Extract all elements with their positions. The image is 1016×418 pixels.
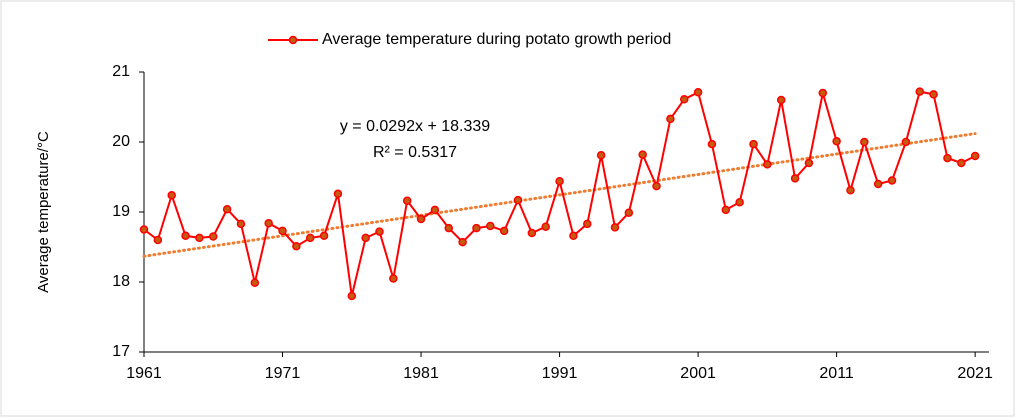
data-point <box>970 151 980 161</box>
legend-marker <box>288 35 298 45</box>
y-tick-label: 18 <box>112 273 130 290</box>
data-point <box>195 233 204 243</box>
data-point <box>264 218 273 228</box>
data-point <box>416 214 426 224</box>
data-point <box>499 226 509 236</box>
data-point <box>250 278 260 287</box>
data-point <box>790 174 800 183</box>
y-tick-label: 19 <box>112 203 130 220</box>
x-tick-label: 1961 <box>126 365 162 382</box>
data-point <box>887 176 897 185</box>
data-point <box>583 219 592 229</box>
x-tick-label: 2001 <box>680 365 716 382</box>
data-point <box>652 181 661 191</box>
data-point <box>666 114 675 124</box>
y-tick-label: 17 <box>112 343 130 360</box>
data-point <box>361 233 370 243</box>
data-point <box>776 95 786 105</box>
x-tick-label: 1971 <box>265 365 301 382</box>
data-point <box>305 233 315 243</box>
data-point <box>209 232 218 241</box>
data-point <box>929 90 938 99</box>
data-point <box>167 190 176 200</box>
data-point <box>679 95 689 104</box>
data-point <box>943 153 952 163</box>
data-point <box>278 226 287 236</box>
data-point <box>624 208 634 217</box>
data-point <box>846 186 855 195</box>
data-point <box>721 205 731 215</box>
data-point <box>347 291 357 301</box>
data-point <box>901 137 911 147</box>
data-point <box>402 196 412 206</box>
data-point <box>527 228 537 238</box>
x-tick-label: 2011 <box>819 365 854 382</box>
trendline <box>142 132 977 258</box>
y-tick-label: 21 <box>112 63 130 80</box>
data-point <box>873 179 883 189</box>
x-tick-label: 2021 <box>957 365 993 382</box>
data-point <box>832 137 841 146</box>
data-point <box>693 88 703 97</box>
data-point <box>596 151 606 160</box>
data-point <box>735 197 744 207</box>
x-tick-label: 1981 <box>403 365 439 382</box>
data-point <box>541 222 550 231</box>
data-point <box>513 195 523 205</box>
data-point <box>555 176 564 186</box>
data-point <box>319 231 329 241</box>
data-point <box>222 204 232 214</box>
data-point <box>292 242 301 251</box>
trend-equation: y = 0.0292x + 18.339 <box>340 118 490 135</box>
data-point <box>181 231 190 241</box>
data-point <box>472 223 481 233</box>
data-point <box>860 137 869 147</box>
data-point <box>153 235 163 245</box>
data-point <box>638 150 647 159</box>
data-point <box>486 221 495 231</box>
data-point <box>707 139 717 149</box>
data-point <box>763 160 772 169</box>
data-point <box>749 139 758 149</box>
legend-label: Average temperature during potato growth… <box>322 31 671 48</box>
y-axis-label: Average temperature/°C <box>35 131 52 293</box>
data-point <box>139 225 149 234</box>
data-point <box>389 274 398 283</box>
data-point <box>236 219 246 229</box>
data-point <box>430 205 440 215</box>
data-point <box>957 158 966 168</box>
x-tick-label: 1991 <box>542 365 578 382</box>
data-point <box>444 223 454 233</box>
data-point <box>804 158 814 168</box>
data-point <box>915 87 924 96</box>
data-point <box>375 227 384 236</box>
data-point <box>333 189 343 199</box>
data-point <box>818 88 828 98</box>
y-tick-label: 20 <box>112 133 130 150</box>
data-point <box>458 237 467 247</box>
data-point <box>610 223 620 232</box>
data-point <box>569 231 578 241</box>
trend-r-squared: R² = 0.5317 <box>373 144 457 161</box>
